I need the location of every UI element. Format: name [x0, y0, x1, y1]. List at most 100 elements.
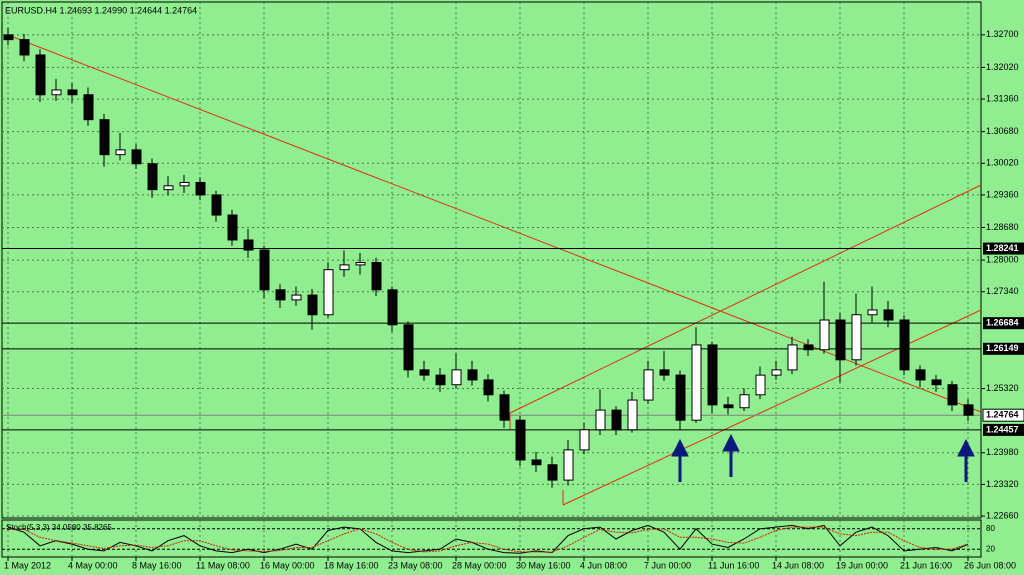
candle-body — [35, 54, 46, 96]
candle-body — [835, 319, 846, 361]
grid — [2, 2, 981, 557]
candle-body — [867, 309, 878, 316]
candle-body — [3, 34, 14, 41]
x-tick-label: 8 May 16:00 — [132, 560, 182, 570]
candle-body — [307, 294, 318, 316]
candle-body — [323, 269, 334, 316]
arrow-head — [671, 438, 689, 457]
candle-body — [275, 289, 286, 301]
candle-body — [483, 379, 494, 396]
candle-body — [387, 289, 398, 326]
level-label: 1.24457 — [986, 424, 1019, 434]
y-tick-label: 1.23980 — [986, 447, 1019, 457]
candle-body — [467, 369, 478, 381]
candle-body — [851, 314, 862, 361]
x-tick-label: 28 May 00:00 — [452, 560, 507, 570]
level-label-box — [983, 423, 1024, 436]
x-tick-label: 4 Jun 08:00 — [580, 560, 627, 570]
candle-body — [755, 374, 766, 396]
current-price-box — [982, 408, 1024, 422]
candle-body — [675, 374, 686, 421]
candle-body — [163, 185, 174, 191]
candle-body — [243, 239, 254, 251]
y-tick-label: 1.28680 — [986, 222, 1019, 232]
candle-body — [419, 369, 430, 376]
candle-body — [227, 214, 238, 241]
level-label: 1.26684 — [986, 318, 1019, 328]
level-label: 1.28241 — [986, 243, 1019, 253]
y-tick-label: 1.27340 — [986, 286, 1019, 296]
y-tick-label: 1.28000 — [986, 254, 1019, 264]
stoch-line — [7, 526, 969, 553]
candle-body — [355, 262, 366, 266]
y-tick-label: 1.25320 — [986, 383, 1019, 393]
candle-body — [947, 384, 958, 406]
x-tick-label: 4 May 00:00 — [68, 560, 118, 570]
candle-body — [931, 379, 942, 386]
y-tick-label: 1.22660 — [986, 510, 1019, 520]
x-tick-label: 26 Jun 08:00 — [964, 560, 1016, 570]
candle-body — [579, 429, 590, 451]
candle-body — [691, 344, 702, 421]
trendline — [562, 309, 982, 506]
candle-body — [771, 369, 782, 376]
candle-body — [819, 319, 830, 351]
x-tick-label: 1 May 2012 — [4, 560, 51, 570]
stoch-line — [7, 524, 969, 554]
candle-body — [915, 369, 926, 381]
stoch-pane-border — [1, 519, 982, 558]
candle-body — [179, 181, 190, 187]
candle-body — [707, 344, 718, 406]
candles — [3, 27, 974, 488]
candle-body — [899, 319, 910, 371]
x-tick-label: 18 May 16:00 — [324, 560, 379, 570]
y-tick-label: 1.30680 — [986, 126, 1019, 136]
candle-body — [531, 459, 542, 466]
candle-body — [403, 324, 414, 371]
x-tick-label: 16 May 00:00 — [260, 560, 315, 570]
current-price-label: 1.24764 — [986, 410, 1019, 420]
candle-body — [435, 374, 446, 386]
levels — [2, 248, 981, 431]
stoch-title: Stoch(5,3,3) 34.0580 35.8265 — [6, 523, 112, 532]
arrows — [671, 433, 975, 482]
y-tick-label: 1.32020 — [986, 62, 1019, 72]
level-label-box — [983, 242, 1024, 255]
y-tick-label: 1.32700 — [986, 29, 1019, 39]
level-label-box — [983, 317, 1024, 330]
y-tick-label: 1.29360 — [986, 189, 1019, 199]
stoch-tick-label: 80 — [986, 524, 995, 533]
candle-body — [67, 89, 78, 96]
candle-body — [51, 89, 62, 96]
x-tick-label: 11 May 08:00 — [196, 560, 250, 570]
candle-body — [963, 404, 974, 416]
candle-body — [99, 119, 110, 156]
candle-body — [131, 149, 142, 165]
candle-body — [627, 399, 638, 431]
candle-body — [211, 194, 222, 216]
candle-body — [883, 309, 894, 321]
candle-body — [659, 369, 670, 376]
candle-body — [803, 344, 814, 351]
x-tick-label: 7 Jun 00:00 — [644, 560, 691, 570]
candle-body — [115, 149, 126, 156]
candle-body — [19, 39, 30, 56]
x-tick-label: 23 May 08:00 — [388, 560, 443, 570]
x-tick-label: 14 Jun 08:00 — [772, 560, 824, 570]
stochastic — [2, 524, 981, 554]
candle-body — [787, 344, 798, 371]
candle-body — [595, 409, 606, 431]
trendline — [509, 184, 982, 414]
candle-body — [259, 249, 270, 291]
y-tick-label: 1.23320 — [986, 479, 1019, 489]
x-tick-label: 21 Jun 16:00 — [900, 560, 952, 570]
candle-body — [83, 94, 94, 121]
level-label: 1.26149 — [986, 343, 1019, 353]
candle-body — [739, 394, 750, 409]
candle-body — [339, 264, 350, 271]
stoch-tick-label: 20 — [986, 544, 995, 553]
arrow-head — [722, 433, 740, 452]
